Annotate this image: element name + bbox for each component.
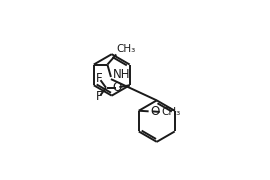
Text: CH₃: CH₃: [117, 44, 136, 53]
Text: F: F: [96, 72, 102, 85]
Text: F: F: [96, 90, 102, 103]
Text: CH₃: CH₃: [161, 107, 180, 117]
Text: O: O: [151, 105, 160, 118]
Text: NH: NH: [113, 68, 130, 81]
Text: O: O: [113, 81, 122, 94]
